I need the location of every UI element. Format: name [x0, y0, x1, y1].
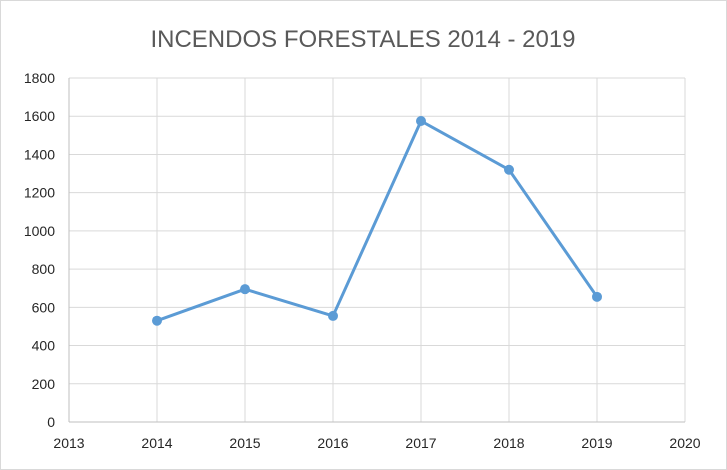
- x-tick-label: 2016: [317, 435, 348, 451]
- axes: 0 200 400 600 800 1000 1200 1400 1600 1800 2013 201…: [24, 70, 701, 451]
- y-tick-label: 1600: [24, 108, 55, 124]
- data-point: [152, 315, 162, 326]
- x-tick-label: 2017: [405, 435, 436, 451]
- data-point: [416, 116, 426, 126]
- data-point: [240, 284, 250, 295]
- x-tick-label: 2013: [53, 435, 84, 451]
- x-tick-label: 2014: [141, 435, 172, 451]
- y-tick-label: 1800: [24, 70, 55, 86]
- data-point: [504, 164, 514, 175]
- y-tick-label: 0: [47, 414, 55, 430]
- y-tick-label: 800: [32, 261, 56, 277]
- data-point: [328, 310, 338, 321]
- series-layer: [152, 116, 602, 326]
- y-tick-label: 400: [32, 338, 56, 354]
- y-tick-label: 600: [32, 299, 56, 315]
- y-tick-label: 1400: [24, 146, 55, 162]
- chart-title: INCENDOS FORESTALES 2014 - 2019: [150, 26, 575, 53]
- y-tick-label: 200: [32, 376, 56, 392]
- gridlines: [69, 77, 686, 422]
- x-tick-label: 2019: [581, 435, 612, 451]
- series-line: [156, 119, 599, 323]
- y-tick-label: 1000: [24, 223, 55, 239]
- x-tick-label: 2015: [229, 435, 260, 451]
- x-tick-label: 2018: [493, 435, 524, 451]
- y-tick-label: 1200: [24, 185, 55, 201]
- x-tick-label: 2020: [669, 435, 700, 451]
- data-point: [592, 291, 602, 302]
